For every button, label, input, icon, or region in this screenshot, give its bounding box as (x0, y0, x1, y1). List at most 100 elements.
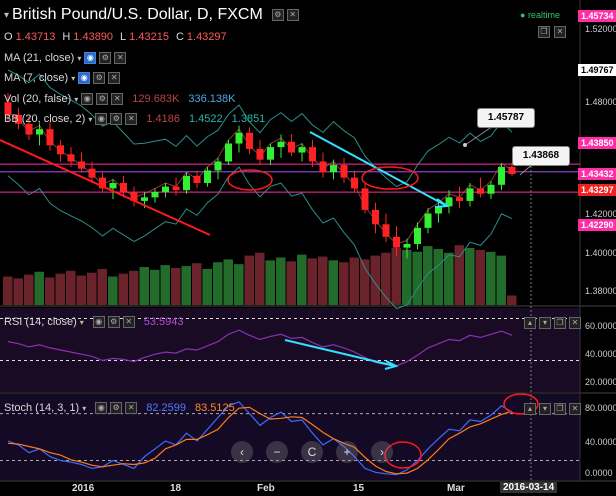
stoch-pane-close-icon[interactable]: ✕ (569, 403, 581, 415)
reset-chart-button[interactable]: C (301, 441, 323, 463)
bb-close-icon[interactable]: ✕ (125, 113, 138, 125)
stoch-settings-icon[interactable]: ⚙ (110, 402, 123, 414)
rsi-pane-close-icon[interactable]: ✕ (569, 317, 581, 329)
bb-eye-icon[interactable]: ◉ (95, 113, 108, 125)
volume-bar (412, 251, 422, 305)
candle-body (445, 197, 453, 207)
vol-close-icon[interactable]: ✕ (111, 93, 124, 105)
candle-body (498, 166, 505, 185)
stoch-tick: 0.0000 (585, 468, 613, 478)
rsi-caret-icon[interactable]: ▾ (79, 317, 84, 327)
rsi-pane-controls: ▴ ▾ ❐ ✕ (524, 317, 581, 329)
vol-value-2: 336.138K (188, 93, 236, 105)
candle-body (99, 177, 106, 189)
ma7-caret-icon[interactable]: ▾ (71, 73, 76, 83)
bb-caret-icon[interactable]: ▾ (88, 114, 93, 124)
vol-label[interactable]: Vol (20, false) (4, 93, 72, 105)
rsi-down-icon[interactable]: ▾ (539, 317, 551, 329)
vol-eye-icon[interactable]: ◉ (81, 93, 94, 105)
candle-body (487, 184, 495, 194)
volume-bar (507, 295, 517, 305)
ma7-eye-icon[interactable]: ◉ (78, 72, 91, 84)
maximize-icon[interactable]: ❐ (538, 26, 550, 38)
scroll-right-button[interactable]: › (371, 441, 393, 463)
candle-body (46, 129, 54, 146)
candle-body (330, 165, 337, 173)
stoch-down-icon[interactable]: ▾ (539, 403, 551, 415)
rsi-divergence-line (284, 339, 396, 367)
volume-bar (244, 255, 254, 305)
candle-body (88, 168, 96, 178)
stoch-maximize-icon[interactable]: ❐ (554, 403, 566, 415)
price-callout-2[interactable]: 1.43868 (512, 146, 570, 166)
ma7-settings-icon[interactable]: ⚙ (93, 72, 106, 84)
price-label-pink: 1.43432 (578, 168, 616, 180)
realtime-indicator: ● realtime (520, 10, 560, 20)
settings-icon[interactable]: ⚙ (271, 9, 284, 21)
rsi-arrowhead (384, 360, 399, 370)
bb-settings-icon[interactable]: ⚙ (110, 113, 123, 125)
candle-body (141, 197, 148, 201)
ohlc-h-key: H (62, 31, 71, 43)
stoch-close-icon[interactable]: ✕ (125, 402, 138, 414)
stoch-caret-icon[interactable]: ▾ (82, 403, 87, 413)
zoom-out-button[interactable]: − (266, 441, 288, 463)
stoch-legend[interactable]: Stoch (14, 3, 1) ▾ ◉ ⚙ ✕ 82.2599 83.5125 (4, 402, 235, 414)
rsi-up-icon[interactable]: ▴ (524, 317, 536, 329)
volume-bar (265, 260, 275, 305)
stoch-k-value: 82.2599 (146, 402, 186, 414)
candle-body (508, 166, 516, 175)
zoom-in-button[interactable]: + (336, 441, 358, 463)
candle-body (15, 114, 22, 124)
candle-body (246, 132, 253, 149)
title-caret-icon[interactable]: ▾ (4, 9, 10, 21)
candle-body (414, 227, 421, 244)
rsi-close-icon[interactable]: ✕ (122, 316, 135, 328)
rsi-legend[interactable]: RSI (14, close) ▾ ◉ ⚙ ✕ 53.5943 (4, 316, 184, 328)
ohlc-o-value: 1.43713 (15, 31, 56, 43)
candle-body (57, 145, 64, 155)
close-icon[interactable]: ✕ (286, 9, 299, 21)
scroll-left-button[interactable]: ‹ (231, 441, 253, 463)
ma21-close-icon[interactable]: ✕ (114, 52, 127, 64)
symbol-title[interactable]: British Pound/U.S. Dollar, D, FXCM (12, 6, 263, 23)
rsi-maximize-icon[interactable]: ❐ (554, 317, 566, 329)
bb-lower-line (7, 166, 513, 310)
bb-label[interactable]: BB (20, close, 2) (4, 113, 86, 125)
rsi-settings-icon[interactable]: ⚙ (107, 316, 120, 328)
volume-bar (349, 257, 359, 305)
vol-settings-icon[interactable]: ⚙ (96, 93, 109, 105)
indicator-bb[interactable]: BB (20, close, 2) ▾ ◉ ⚙ ✕ 1.4186 1.4522 … (4, 113, 265, 125)
ma21-caret-icon[interactable]: ▾ (77, 53, 82, 63)
price-tick: 1.40000 (585, 248, 616, 258)
volume-bar (34, 271, 44, 305)
stoch-label[interactable]: Stoch (14, 3, 1) (4, 402, 80, 414)
x-tick: 15 (353, 483, 365, 494)
cyan-arrowhead (434, 198, 450, 208)
stoch-highlight-ellipse (384, 441, 422, 469)
price-callout-1[interactable]: 1.45787 (477, 108, 535, 128)
candle-body (235, 132, 243, 144)
vol-caret-icon[interactable]: ▾ (74, 94, 79, 104)
ma7-close-icon[interactable]: ✕ (108, 72, 121, 84)
indicator-ma21[interactable]: MA (21, close) ▾ ◉ ⚙ ✕ (4, 52, 127, 64)
stoch-d-value: 83.5125 (195, 402, 235, 414)
pane-close-icon[interactable]: ✕ (554, 26, 566, 38)
indicator-vol[interactable]: Vol (20, false) ▾ ◉ ⚙ ✕ 129.683K 336.138… (4, 93, 236, 105)
ma7-label[interactable]: MA (7, close) (4, 72, 69, 84)
stoch-eye-icon[interactable]: ◉ (95, 402, 108, 414)
volume-bar (66, 270, 76, 305)
rsi-eye-icon[interactable]: ◉ (92, 316, 105, 328)
ma21-settings-icon[interactable]: ⚙ (99, 52, 112, 64)
rsi-line (7, 329, 513, 367)
indicator-ma7[interactable]: MA (7, close) ▾ ◉ ⚙ ✕ (4, 72, 121, 84)
volume-bar (328, 260, 338, 305)
ma21-label[interactable]: MA (21, close) (4, 52, 75, 64)
stoch-up-icon[interactable]: ▴ (524, 403, 536, 415)
rsi-tick: 60.0000 (585, 321, 616, 331)
volume-bar (486, 251, 496, 305)
volume-bar (202, 268, 212, 305)
ma21-eye-icon[interactable]: ◉ (84, 52, 97, 64)
rsi-label[interactable]: RSI (14, close) (4, 316, 77, 328)
